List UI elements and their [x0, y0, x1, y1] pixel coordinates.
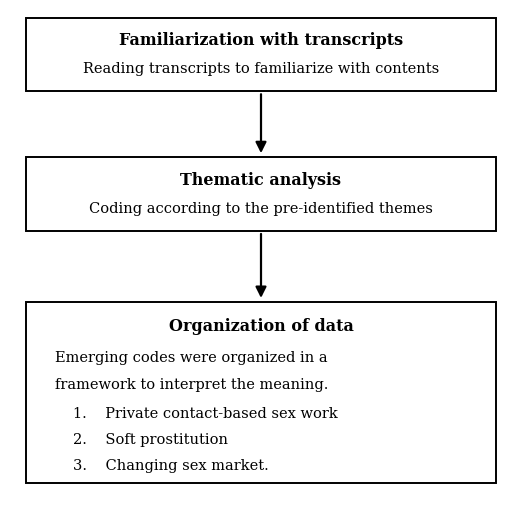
FancyBboxPatch shape	[26, 18, 496, 91]
Text: Coding according to the pre-identified themes: Coding according to the pre-identified t…	[89, 202, 433, 215]
Text: Familiarization with transcripts: Familiarization with transcripts	[119, 32, 403, 49]
Text: Organization of data: Organization of data	[169, 318, 353, 335]
Text: Thematic analysis: Thematic analysis	[181, 172, 341, 188]
Text: 3.    Changing sex market.: 3. Changing sex market.	[73, 459, 269, 473]
Text: Emerging codes were organized in a: Emerging codes were organized in a	[55, 351, 327, 365]
FancyBboxPatch shape	[26, 157, 496, 231]
Text: framework to interpret the meaning.: framework to interpret the meaning.	[55, 377, 328, 392]
Text: Reading transcripts to familiarize with contents: Reading transcripts to familiarize with …	[83, 62, 439, 76]
FancyBboxPatch shape	[26, 302, 496, 483]
Text: 2.    Soft prostitution: 2. Soft prostitution	[73, 433, 228, 447]
Text: 1.    Private contact-based sex work: 1. Private contact-based sex work	[73, 406, 338, 421]
